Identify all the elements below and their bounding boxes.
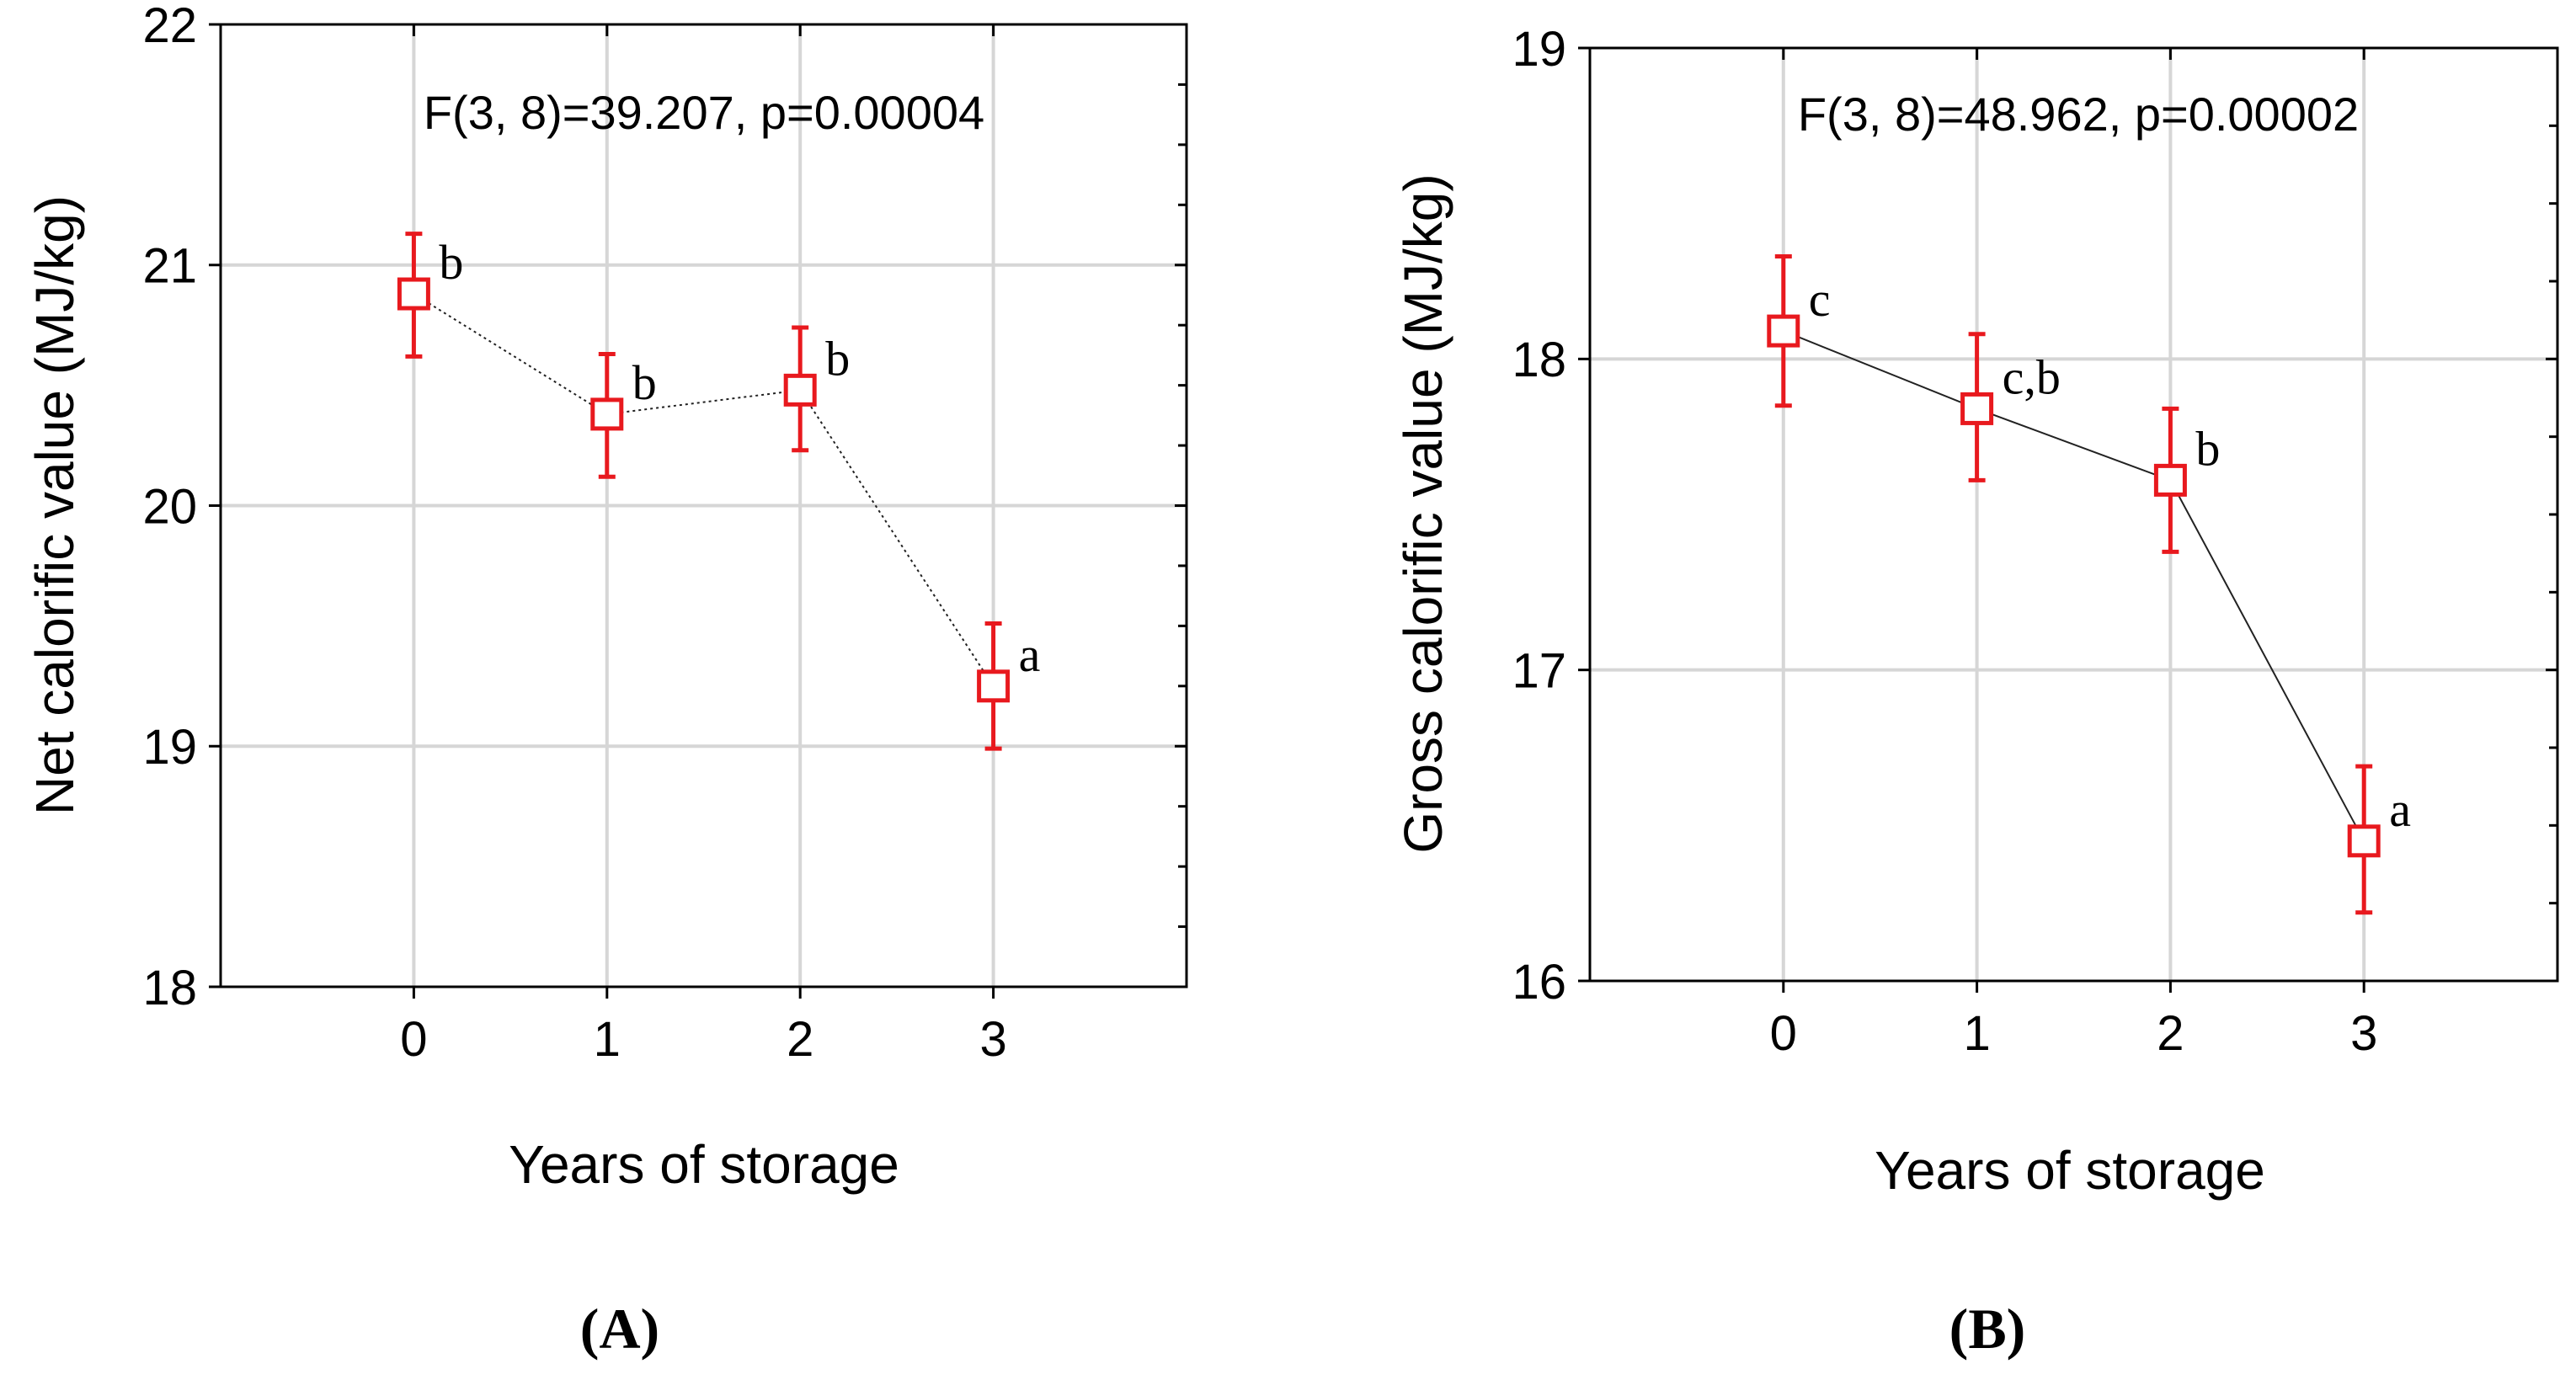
grid-lines	[1590, 48, 2557, 981]
group-label: c,b	[2003, 349, 2061, 404]
data-point-marker	[590, 397, 624, 431]
x-tick-label: 0	[1770, 1006, 1797, 1061]
data-point-marker	[2347, 824, 2381, 858]
x-tick-label: 2	[787, 1012, 813, 1067]
data-series	[1767, 253, 2381, 915]
chart-panel-a: F(3, 8)=39.207, p=0.00004 18 19 20 21 22…	[24, 0, 1188, 1361]
group-label: b	[825, 331, 850, 386]
y-tick-labels: 18 19 20 21 22	[142, 0, 197, 1015]
y-tick-label: 19	[142, 720, 197, 775]
group-labels: b b b a	[439, 235, 1040, 682]
grid-lines	[221, 24, 1187, 987]
y-tick-label: 20	[142, 479, 197, 534]
group-label: a	[1019, 627, 1041, 682]
data-point-marker	[2153, 463, 2187, 497]
y-tick-label: 16	[1512, 955, 1566, 1010]
x-tick-label: 1	[594, 1012, 621, 1067]
y-tick-label: 21	[142, 239, 197, 294]
group-labels: c c,b b a	[1809, 272, 2411, 837]
x-tick-labels: 0 1 2 3	[400, 1012, 1006, 1067]
group-label: b	[2195, 421, 2220, 476]
tick-marks	[1578, 46, 2557, 993]
plot-frame	[1588, 46, 2559, 983]
data-point-marker	[977, 669, 1011, 703]
data-point-marker	[783, 373, 817, 407]
y-tick-labels: 16 17 18 19	[1512, 22, 1566, 1010]
y-axis-title: Gross calorific value (MJ/kg)	[1393, 173, 1453, 853]
y-tick-label: 17	[1512, 644, 1566, 699]
stat-annotation: F(3, 8)=48.962, p=0.00002	[1798, 88, 2359, 141]
panel-label: (B)	[1949, 1297, 2026, 1361]
series-line	[413, 293, 995, 687]
data-point-marker	[1767, 314, 1800, 348]
chart-panel-b: F(3, 8)=48.962, p=0.00002 16 17 18 19 0 …	[1393, 22, 2559, 1361]
x-tick-labels: 0 1 2 3	[1770, 1006, 2378, 1061]
data-series	[397, 232, 1011, 751]
x-tick-label: 0	[400, 1012, 427, 1067]
group-label: c	[1809, 272, 1831, 327]
y-tick-label: 19	[1512, 22, 1566, 77]
x-axis-title: Years of storage	[509, 1134, 899, 1195]
x-tick-label: 3	[979, 1012, 1006, 1067]
series-line	[1783, 330, 2365, 842]
group-label: b	[632, 355, 657, 410]
x-tick-label: 2	[2157, 1006, 2184, 1061]
tick-marks	[209, 23, 1187, 999]
y-tick-label: 18	[142, 961, 197, 1015]
panel-label: (A)	[580, 1297, 659, 1361]
y-axis-title: Net calorific value (MJ/kg)	[24, 195, 85, 815]
data-point-marker	[397, 277, 430, 311]
data-point-marker	[1960, 392, 1994, 425]
x-axis-title: Years of storage	[1875, 1140, 2265, 1201]
group-label: a	[2389, 782, 2411, 837]
group-label: b	[439, 235, 463, 290]
stat-annotation: F(3, 8)=39.207, p=0.00004	[424, 86, 984, 139]
y-tick-label: 18	[1512, 333, 1566, 387]
x-tick-label: 1	[1963, 1006, 1990, 1061]
x-tick-label: 3	[2350, 1006, 2377, 1061]
y-tick-label: 22	[142, 0, 197, 53]
